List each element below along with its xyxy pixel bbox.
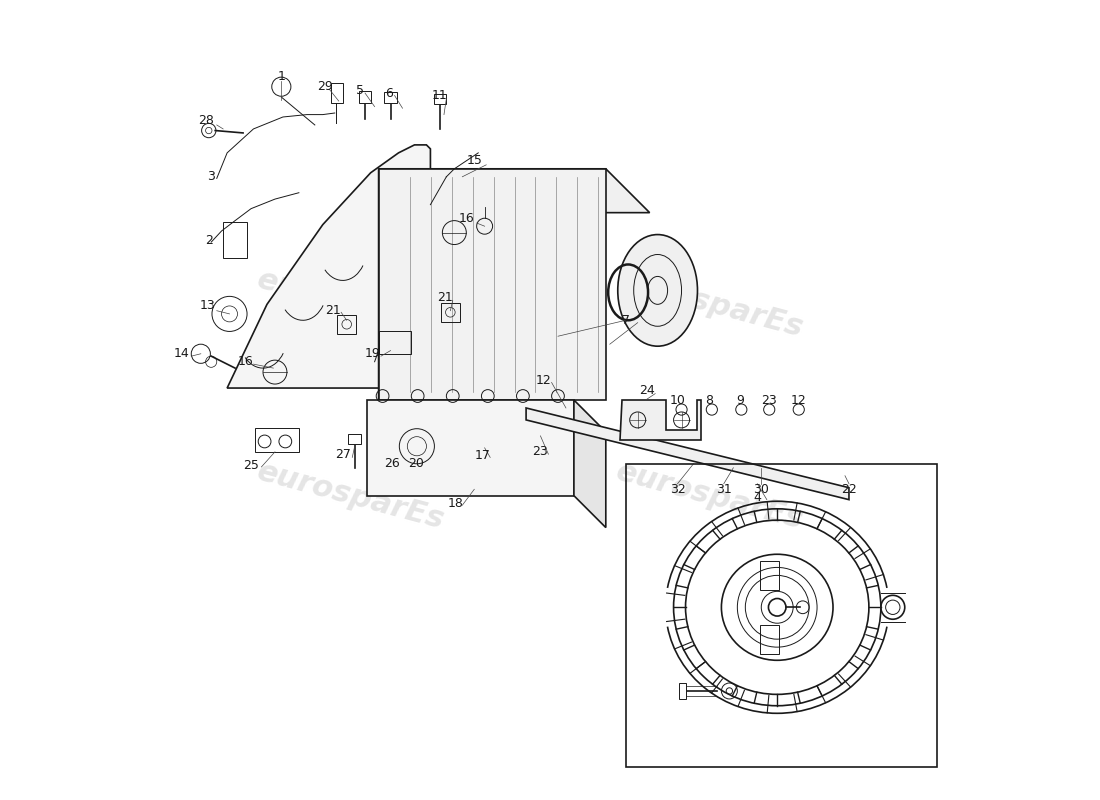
- Text: 16: 16: [238, 355, 253, 368]
- Text: eurosparEs: eurosparEs: [254, 266, 448, 343]
- Text: 29: 29: [317, 80, 333, 93]
- Bar: [337, 314, 356, 334]
- Bar: [384, 92, 397, 103]
- Text: 17: 17: [474, 450, 491, 462]
- Text: 10: 10: [670, 394, 685, 406]
- Text: 9: 9: [736, 394, 744, 406]
- Text: 13: 13: [199, 299, 216, 313]
- Text: 15: 15: [466, 154, 482, 167]
- Text: eurosparEs: eurosparEs: [254, 457, 448, 534]
- Bar: [760, 625, 779, 654]
- Text: 27: 27: [334, 448, 351, 461]
- Text: 23: 23: [761, 394, 777, 406]
- Bar: [349, 434, 361, 444]
- Polygon shape: [526, 408, 849, 500]
- Text: 21: 21: [326, 304, 341, 318]
- Bar: [379, 331, 411, 354]
- Polygon shape: [378, 169, 606, 400]
- Bar: [679, 683, 685, 699]
- Bar: [626, 464, 937, 766]
- Text: 31: 31: [716, 482, 732, 496]
- Text: 14: 14: [174, 347, 189, 360]
- Text: 12: 12: [536, 374, 551, 386]
- Text: 24: 24: [639, 384, 656, 397]
- Bar: [433, 94, 447, 104]
- Text: 16: 16: [459, 212, 474, 225]
- Text: 32: 32: [670, 482, 685, 496]
- Text: 26: 26: [384, 458, 400, 470]
- Polygon shape: [620, 400, 702, 440]
- Text: 12: 12: [791, 394, 806, 406]
- Polygon shape: [574, 400, 606, 527]
- Text: 19: 19: [365, 347, 381, 360]
- Text: 5: 5: [356, 84, 364, 97]
- Text: 11: 11: [432, 89, 448, 102]
- Text: eurosparEs: eurosparEs: [613, 457, 806, 534]
- Text: 4: 4: [754, 490, 761, 504]
- Bar: [223, 222, 248, 258]
- Text: 21: 21: [437, 291, 452, 305]
- Bar: [441, 302, 460, 322]
- Text: 28: 28: [198, 114, 213, 127]
- Polygon shape: [366, 400, 574, 496]
- Text: 7: 7: [621, 314, 629, 326]
- Text: 23: 23: [532, 446, 548, 458]
- Bar: [359, 91, 372, 102]
- Text: 3: 3: [207, 170, 216, 183]
- Text: 30: 30: [754, 482, 769, 496]
- Bar: [255, 428, 299, 452]
- Bar: [331, 82, 343, 102]
- Text: 2: 2: [205, 234, 212, 247]
- Text: 25: 25: [243, 459, 258, 472]
- Ellipse shape: [618, 234, 697, 346]
- Text: 22: 22: [842, 482, 857, 496]
- Polygon shape: [227, 145, 430, 388]
- Text: 20: 20: [408, 458, 424, 470]
- Text: 18: 18: [448, 497, 464, 510]
- Text: 1: 1: [277, 70, 285, 83]
- Text: 8: 8: [705, 394, 714, 406]
- Polygon shape: [227, 145, 430, 388]
- Text: eurosparEs: eurosparEs: [613, 266, 806, 343]
- Bar: [760, 561, 779, 590]
- Polygon shape: [378, 169, 650, 213]
- Polygon shape: [378, 169, 422, 444]
- Text: 6: 6: [385, 86, 393, 99]
